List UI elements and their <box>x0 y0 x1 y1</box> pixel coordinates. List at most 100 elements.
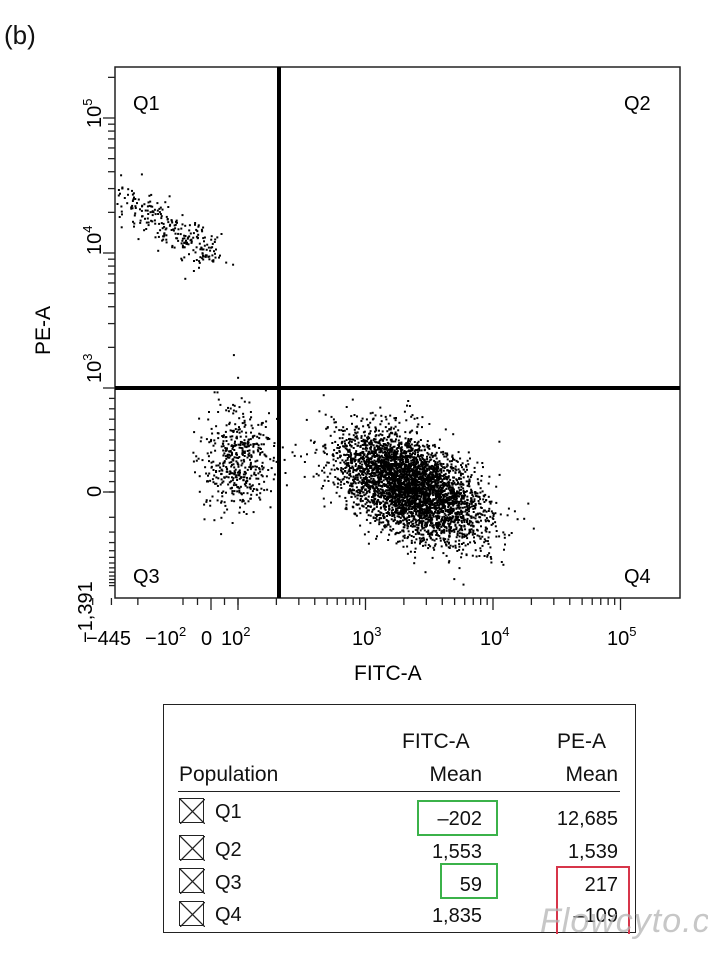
scatter-point <box>432 473 435 476</box>
scatter-point <box>157 235 160 238</box>
scatter-point <box>179 233 182 236</box>
scatter-point <box>349 475 352 478</box>
scatter-point <box>216 236 219 239</box>
scatter-point <box>257 477 260 480</box>
scatter-point <box>469 476 472 478</box>
scatter-point <box>413 496 416 499</box>
scatter-point <box>212 460 215 463</box>
scatter-point <box>395 458 398 461</box>
scatter-point <box>447 522 450 525</box>
scatter-point <box>227 410 230 413</box>
scatter-point <box>418 445 421 448</box>
scatter-point <box>374 435 377 438</box>
scatter-point <box>429 492 431 495</box>
scatter-point <box>192 451 195 454</box>
scatter-point <box>356 431 359 434</box>
scatter-point <box>382 514 384 517</box>
scatter-point <box>463 524 466 527</box>
scatter-point <box>376 487 379 489</box>
scatter-point <box>415 468 418 471</box>
scatter-point <box>399 488 402 491</box>
scatter-point <box>462 487 465 490</box>
scatter-point <box>423 526 426 529</box>
scatter-point <box>139 221 142 224</box>
scatter-point <box>399 470 402 473</box>
scatter-point <box>355 503 358 506</box>
scatter-point <box>350 457 352 460</box>
scatter-point <box>262 443 265 446</box>
scatter-point <box>221 481 224 484</box>
scatter-point <box>454 540 457 543</box>
scatter-point <box>259 492 262 495</box>
scatter-point <box>432 546 435 549</box>
scatter-point <box>243 450 246 453</box>
scatter-point <box>398 463 401 466</box>
scatter-point <box>244 471 247 474</box>
scatter-point <box>423 524 426 527</box>
scatter-point <box>440 488 443 491</box>
scatter-point <box>339 456 342 459</box>
scatter-point <box>376 453 379 456</box>
scatter-point <box>360 490 363 493</box>
scatter-point <box>476 495 479 498</box>
scatter-point <box>120 205 123 208</box>
scatter-point <box>214 256 217 259</box>
scatter-point <box>229 435 232 438</box>
scatter-point <box>283 458 286 461</box>
scatter-point <box>251 427 254 430</box>
scatter-point <box>340 442 343 445</box>
scatter-point <box>225 475 228 478</box>
scatter-point <box>332 418 335 421</box>
scatter-point <box>406 493 409 496</box>
scatter-point <box>386 523 389 526</box>
scatter-point <box>405 470 408 473</box>
scatter-point <box>120 210 123 213</box>
scatter-point <box>376 454 379 457</box>
scatter-point <box>354 451 357 454</box>
scatter-point <box>362 431 365 434</box>
scatter-point <box>164 228 167 231</box>
scatter-point <box>222 440 225 443</box>
scatter-point <box>355 486 358 489</box>
scatter-point <box>365 473 368 476</box>
scatter-point <box>379 433 382 436</box>
scatter-point <box>461 466 463 469</box>
scatter-point <box>159 213 162 215</box>
scatter-point <box>468 482 470 485</box>
scatter-point <box>460 509 463 512</box>
scatter-point <box>431 475 434 477</box>
scatter-point <box>373 468 376 470</box>
scatter-point <box>446 478 449 481</box>
scatter-point <box>440 492 443 495</box>
scatter-point <box>321 469 324 472</box>
scatter-point <box>431 478 434 480</box>
scatter-point <box>251 490 254 493</box>
scatter-point <box>444 541 446 544</box>
scatter-point <box>439 523 442 526</box>
scatter-point <box>426 468 429 471</box>
scatter-point <box>400 463 403 465</box>
scatter-point <box>532 527 535 530</box>
scatter-point <box>415 488 418 491</box>
scatter-point <box>371 468 374 471</box>
scatter-point <box>465 464 467 467</box>
scatter-point <box>417 524 420 527</box>
scatter-point <box>404 501 407 504</box>
scatter-point <box>205 472 208 475</box>
scatter-point <box>427 509 430 512</box>
scatter-point <box>351 505 354 508</box>
scatter-point <box>373 448 376 450</box>
scatter-point <box>386 444 389 447</box>
panel-label: (b) <box>4 20 36 50</box>
scatter-point <box>449 508 451 511</box>
scatter-point <box>375 466 378 469</box>
scatter-point <box>426 482 429 485</box>
scatter-point <box>242 479 245 482</box>
scatter-point <box>237 376 240 379</box>
scatter-point <box>228 456 231 459</box>
scatter-point <box>395 417 397 419</box>
scatter-point <box>261 468 264 471</box>
scatter-point <box>442 510 445 512</box>
scatter-point <box>487 495 490 498</box>
scatter-point <box>318 410 321 413</box>
